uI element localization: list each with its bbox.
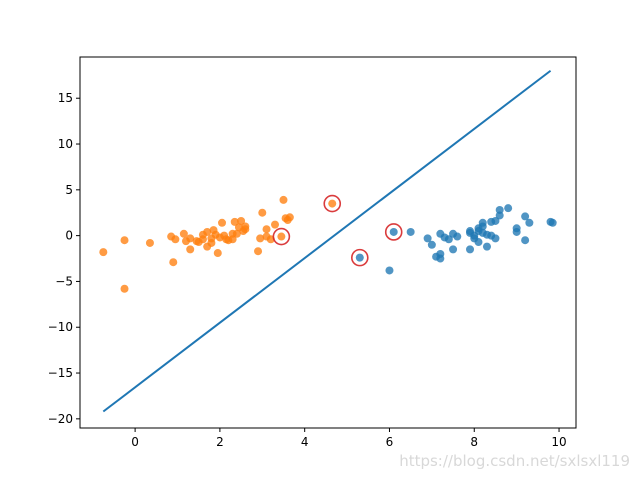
scatter-point-series-1-3	[145, 238, 154, 247]
y-tick-label: −20	[48, 412, 73, 426]
x-tick-label: 4	[301, 435, 309, 449]
scatter-point-series-0-39	[525, 218, 534, 227]
scatter-point-series-1-38	[258, 208, 267, 217]
scatter-point-series-1-21	[213, 249, 222, 258]
scatter-point-series-0-22	[474, 238, 483, 247]
y-tick-label: 15	[58, 91, 73, 105]
scatter-point-series-1-30	[232, 229, 241, 238]
scatter-point-series-1-48	[328, 199, 337, 208]
scatter-point-series-0-27	[482, 242, 491, 251]
scatter-point-series-1-35	[241, 222, 250, 231]
support-vector-circle-2	[350, 248, 369, 267]
scatter-point-series-1-42	[271, 220, 280, 229]
scatter-point-series-0-38	[521, 212, 530, 221]
scatter-point-series-0-34	[504, 204, 513, 213]
y-tick-label: −15	[48, 366, 73, 380]
support-vector-circle-1	[323, 194, 342, 213]
scatter-point-series-1-5	[169, 258, 178, 267]
scatter-point-series-1-27	[228, 235, 237, 244]
scatter-point-series-0-11	[444, 235, 453, 244]
scatter-point-series-1-10	[186, 234, 195, 243]
x-tick-label: 8	[470, 435, 478, 449]
scatter-point-series-0-12	[449, 245, 458, 254]
y-tick-label: 5	[65, 183, 73, 197]
scatter-point-series-0-1	[385, 266, 394, 275]
scatter-point-series-0-4	[423, 234, 432, 243]
scatter-point-series-0-41	[548, 218, 557, 227]
x-axis-ticks: 0 2 4 6 8 10	[131, 428, 567, 449]
scatter-point-series-1-0	[99, 248, 108, 257]
scatter-point-series-1-9	[186, 245, 195, 254]
scatter-point-series-1-47	[283, 216, 292, 225]
y-tick-label: −5	[55, 274, 73, 288]
x-tick-label: 0	[131, 435, 139, 449]
scatter-point-series-0-24	[478, 218, 487, 227]
scatter-point-series-0-10	[436, 254, 445, 263]
scatter-point-series-0-37	[521, 236, 530, 245]
scatter-point-series-1-29	[230, 217, 239, 226]
scatter-point-series-1-7	[179, 229, 188, 238]
y-axis-ticks: −20 −15 −10 −5 0 5 10 15	[48, 91, 80, 426]
support-vector-circle-0	[272, 227, 291, 246]
scatter-point-series-0-32	[495, 205, 504, 214]
scatter-point-series-0-36	[512, 227, 521, 236]
plot-frame	[79, 56, 577, 429]
scatter-point-series-1-6	[171, 235, 180, 244]
scatter-point-series-0-0	[389, 227, 398, 236]
decision-line	[102, 69, 552, 413]
y-tick-label: 0	[65, 229, 73, 243]
scatter-point-series-1-32	[237, 216, 246, 225]
watermark-text: https://blog.csdn.net/sxlsxl119	[399, 452, 630, 470]
scatter-point-series-1-44	[279, 195, 288, 204]
scatter-point-series-1-36	[254, 247, 263, 256]
scatter-point-series-1-1	[120, 236, 129, 245]
x-tick-label: 10	[551, 435, 566, 449]
scatter-point-series-0-14	[453, 232, 462, 241]
support-vector-circle-3	[384, 223, 403, 241]
scatter-point-series-1-16	[203, 227, 212, 236]
scatter-point-series-0-33	[495, 211, 504, 220]
scatter-point-series-0-3	[406, 227, 415, 236]
scatter-point-series-0-5	[427, 240, 436, 249]
y-tick-label: −10	[48, 320, 73, 334]
decision-line-layer	[102, 69, 552, 413]
support-vector-circles-layer	[272, 194, 403, 267]
x-tick-label: 6	[386, 435, 394, 449]
scatter-point-series-0-30	[491, 234, 500, 243]
scatter-point-series-1-23	[218, 218, 227, 227]
scatter-point-series-0-2	[355, 253, 364, 262]
y-tick-label: 10	[58, 137, 73, 151]
x-tick-label: 2	[216, 435, 224, 449]
scatter-point-series-1-39	[262, 225, 271, 234]
scatter-point-series-0-17	[466, 245, 475, 254]
scatter-points-layer	[99, 195, 557, 293]
scatter-point-series-1-37	[256, 234, 265, 243]
scatter-point-series-1-43	[277, 232, 286, 241]
scatter-point-series-1-2	[120, 284, 129, 293]
scatter-point-series-0-31	[491, 216, 500, 225]
